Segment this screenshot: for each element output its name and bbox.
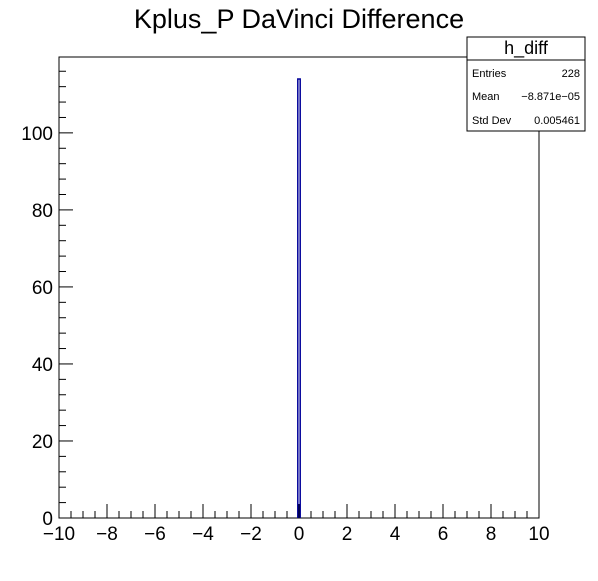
- y-tick-label: 100: [21, 124, 53, 145]
- x-tick-label: 0: [294, 524, 305, 545]
- stats-stddev-label: Std Dev: [472, 115, 512, 127]
- stats-mean-label: Mean: [472, 91, 500, 103]
- x-tick-label: 6: [438, 524, 449, 545]
- stats-box: h_diff Entries 228 Mean −8.871e−05 Std D…: [466, 36, 586, 132]
- stats-box-title: h_diff: [504, 38, 549, 59]
- x-tick-label: 8: [486, 524, 497, 545]
- histogram-bin: [297, 78, 301, 518]
- histogram-bars: [297, 78, 301, 518]
- x-tick-label: 2: [342, 524, 353, 545]
- x-tick-label: 10: [528, 524, 549, 545]
- x-tick-label: −10: [43, 524, 75, 545]
- y-tick-label: 60: [32, 278, 53, 299]
- y-axis: 0 20 40 60 80 100: [21, 70, 73, 530]
- stats-entries-value: 228: [562, 68, 580, 80]
- stats-stddev-value: 0.005461: [534, 115, 580, 127]
- y-tick-label: 40: [32, 355, 53, 376]
- x-tick-label: 4: [390, 524, 401, 545]
- y-tick-label: 20: [32, 432, 53, 453]
- y-tick-label: 0: [42, 509, 53, 530]
- y-tick-label: 80: [32, 201, 53, 222]
- x-tick-label: −8: [96, 524, 118, 545]
- stats-box-frame: [466, 36, 586, 132]
- stats-entries-label: Entries: [472, 68, 507, 80]
- x-tick-label: −6: [144, 524, 166, 545]
- x-tick-label: −2: [240, 524, 262, 545]
- stats-mean-value: −8.871e−05: [521, 91, 580, 103]
- x-axis: −10 −8 −6 −4 −2 0 2 4 6 8 10: [43, 504, 550, 545]
- chart-title: Kplus_P DaVinci Difference: [134, 4, 464, 34]
- x-tick-label: −4: [192, 524, 214, 545]
